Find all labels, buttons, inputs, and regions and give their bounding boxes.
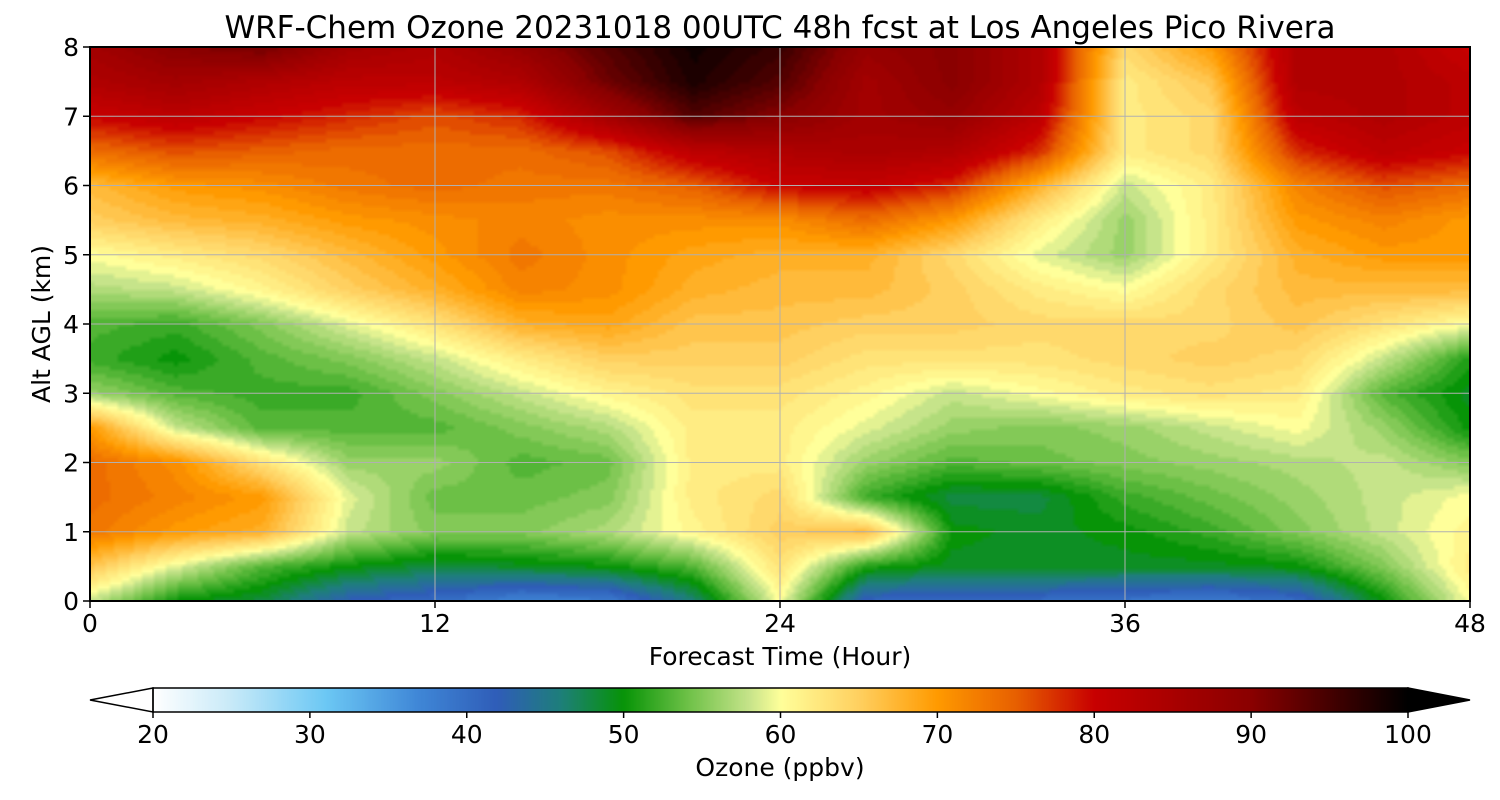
- y-tick-label: 8: [63, 33, 79, 62]
- plot-area: [89, 46, 1471, 602]
- x-tick-label: 12: [419, 609, 451, 638]
- colorbar-tick-label: 90: [1235, 720, 1267, 749]
- colorbar-extend-low: [89, 687, 154, 713]
- y-tick-label: 3: [63, 379, 79, 408]
- y-tick-label: 7: [63, 102, 79, 131]
- colorbar-ticks: 20 30 40 50 60 70 80 90 100: [137, 712, 1432, 749]
- x-tick-label: 36: [1109, 609, 1141, 638]
- x-axis-ticks: 0 12 24 36 48: [82, 601, 1486, 638]
- colorbar-tick-label: 60: [765, 720, 797, 749]
- y-tick-label: 6: [63, 172, 79, 201]
- colorbar-tick-label: 20: [137, 720, 169, 749]
- x-tick-label: 48: [1454, 609, 1486, 638]
- y-tick-label: 2: [63, 449, 79, 478]
- y-tick-label: 4: [63, 310, 79, 339]
- colorbar-extend-high: [1407, 687, 1471, 713]
- x-tick-label: 0: [82, 609, 98, 638]
- y-tick-label: 5: [63, 241, 79, 270]
- colorbar-tick-label: 70: [921, 720, 953, 749]
- colorbar: 20 30 40 50 60 70 80 90 100 Ozone (ppbv): [89, 687, 1471, 782]
- y-axis-ticks: 0 1 2 3 4 5 6 7 8: [63, 33, 90, 616]
- y-tick-label: 0: [63, 587, 79, 616]
- colorbar-tick-label: 40: [451, 720, 483, 749]
- chart-title: WRF-Chem Ozone 20231018 00UTC 48h fcst a…: [224, 10, 1335, 46]
- y-tick-label: 1: [63, 518, 79, 547]
- colorbar-tick-label: 50: [608, 720, 640, 749]
- y-axis-label: Alt AGL (km): [27, 245, 56, 403]
- colorbar-gradient: [153, 688, 1408, 712]
- x-tick-label: 24: [764, 609, 796, 638]
- x-axis-label: Forecast Time (Hour): [649, 642, 912, 671]
- colorbar-label: Ozone (ppbv): [695, 753, 864, 782]
- colorbar-tick-label: 30: [294, 720, 326, 749]
- colorbar-tick-label: 80: [1078, 720, 1110, 749]
- colorbar-tick-label: 100: [1384, 720, 1432, 749]
